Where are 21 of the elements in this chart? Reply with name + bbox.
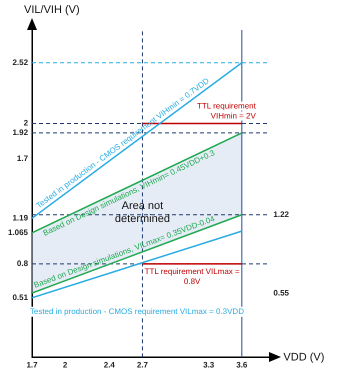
x-axis-title: VDD (V) [283,351,324,364]
y-axis-title: VIL/VIH (V) [24,4,80,16]
x-tick-label: 2.7 [136,360,149,370]
y2-tick-label: 1.22 [273,210,290,219]
y-tick-label: 1.7 [16,154,29,163]
series-label: TTL requirement VILmax = 0.8V [144,267,240,286]
y-tick-label: 0.8 [16,259,29,268]
x-tick-label: 1.7 [26,360,38,370]
series-label: TTL requirement VIHmin = 2V [196,102,257,121]
series-label: Tested in production - CMOS requirement VILmax = 0.3VDD [30,306,244,316]
x-tick-label: 2 [62,360,68,370]
x-tick-label: 3.6 [236,360,248,370]
y-tick-label: 2 [24,118,29,128]
x-tick-label: 2.4 [104,360,116,370]
y-tick-label: 1.19 [12,213,29,222]
y-tick-label: 1.065 [8,228,29,238]
y2-tick-label: 0.55 [273,288,290,298]
y-tick-label: 0.51 [12,292,29,302]
y-tick-label: 2.52 [12,58,29,67]
x-tick-label: 3.3 [203,360,215,370]
y-tick-label: 1.92 [12,128,29,138]
